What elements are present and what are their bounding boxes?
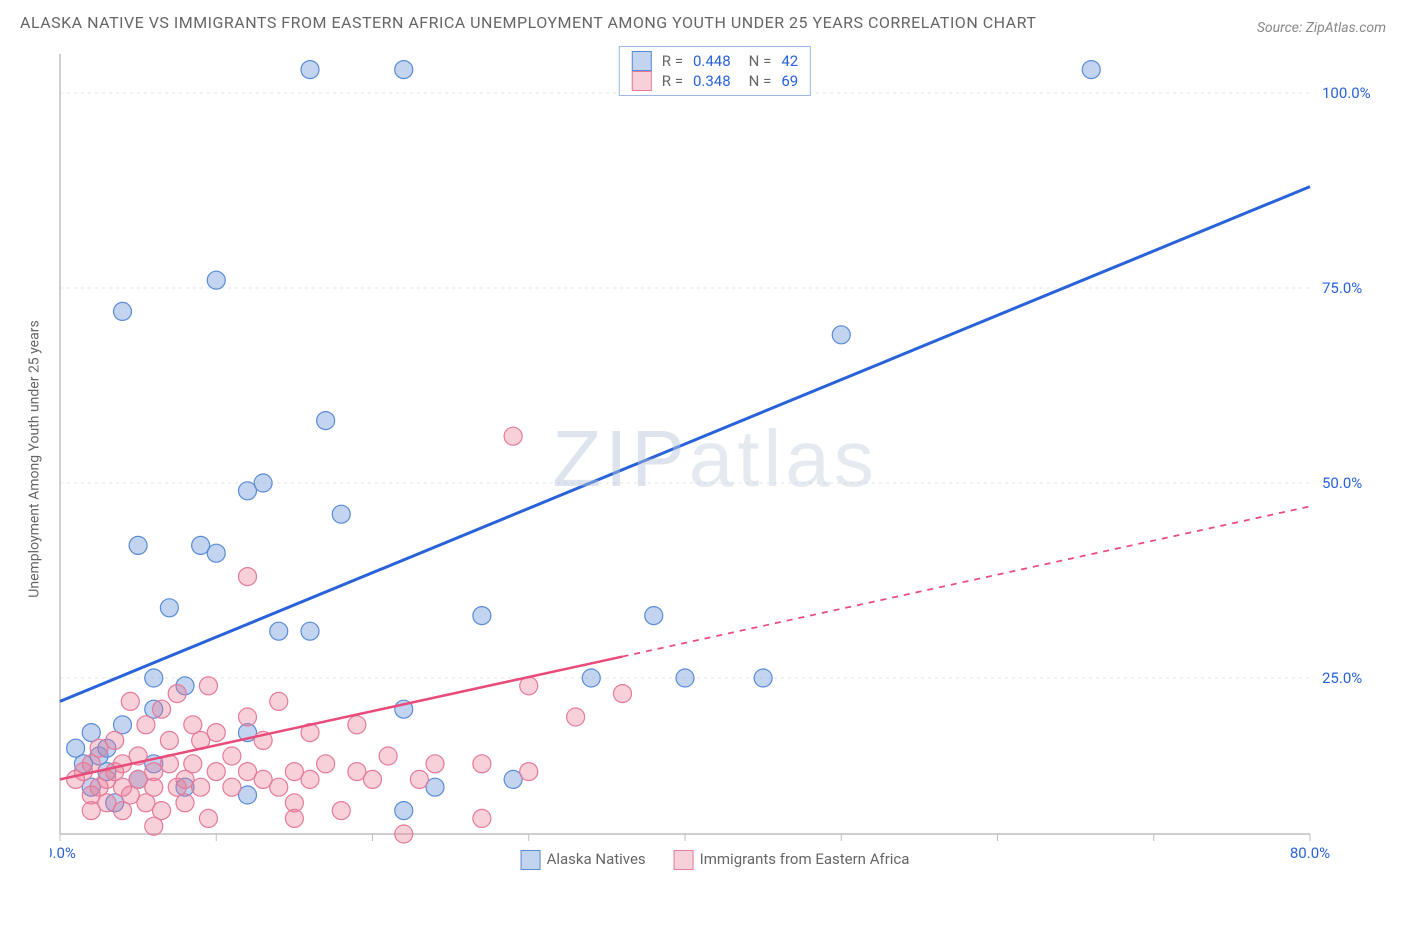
legend-item: Alaska Natives	[521, 850, 646, 870]
svg-text:50.0%: 50.0%	[1322, 474, 1362, 492]
legend-stat-row: R = 0.348 N = 69	[632, 71, 798, 91]
y-axis-label-wrap: Unemployment Among Youth under 25 years	[20, 44, 50, 874]
legend-swatch	[521, 850, 541, 870]
stat-n-value: 69	[781, 72, 798, 90]
svg-text:25.0%: 25.0%	[1322, 669, 1362, 687]
svg-text:0.0%: 0.0%	[50, 844, 76, 862]
svg-text:80.0%: 80.0%	[1290, 844, 1330, 862]
stat-label: R =	[662, 72, 683, 90]
y-axis-label: Unemployment Among Youth under 25 years	[27, 320, 43, 597]
legend-item: Immigrants from Eastern Africa	[674, 850, 910, 870]
stat-label: N =	[749, 72, 772, 90]
header-row: ALASKA NATIVE VS IMMIGRANTS FROM EASTERN…	[20, 10, 1386, 36]
stat-label: N =	[749, 52, 772, 70]
source-label: Source: ZipAtlas.com	[1257, 20, 1386, 36]
legend-swatch	[632, 71, 652, 91]
chart-title: ALASKA NATIVE VS IMMIGRANTS FROM EASTERN…	[20, 10, 1036, 36]
series-legend: Alaska Natives Immigrants from Eastern Af…	[521, 850, 910, 870]
legend-label: Immigrants from Eastern Africa	[700, 850, 910, 868]
stat-label: R =	[662, 52, 683, 70]
chart-container: Unemployment Among Youth under 25 years …	[20, 44, 1386, 874]
legend-label: Alaska Natives	[547, 850, 646, 868]
svg-text:100.0%: 100.0%	[1322, 84, 1371, 102]
stat-r-value: 0.348	[693, 72, 731, 90]
scatter-plot: 0.0% 80.0% 25.0% 50.0% 75.0% 100.0%	[50, 44, 1380, 874]
legend-swatch	[674, 850, 694, 870]
svg-text:75.0%: 75.0%	[1322, 279, 1362, 297]
stat-n-value: 42	[781, 52, 798, 70]
legend-stat-row: R = 0.448 N = 42	[632, 51, 798, 71]
stat-r-value: 0.448	[693, 52, 731, 70]
correlation-legend: R = 0.448 N = 42 R = 0.348 N = 69	[619, 46, 811, 96]
plot-holder: 0.0%80.0%25.0%50.0%75.0%100.0% ZIPatlas …	[50, 44, 1380, 874]
legend-swatch	[632, 51, 652, 71]
